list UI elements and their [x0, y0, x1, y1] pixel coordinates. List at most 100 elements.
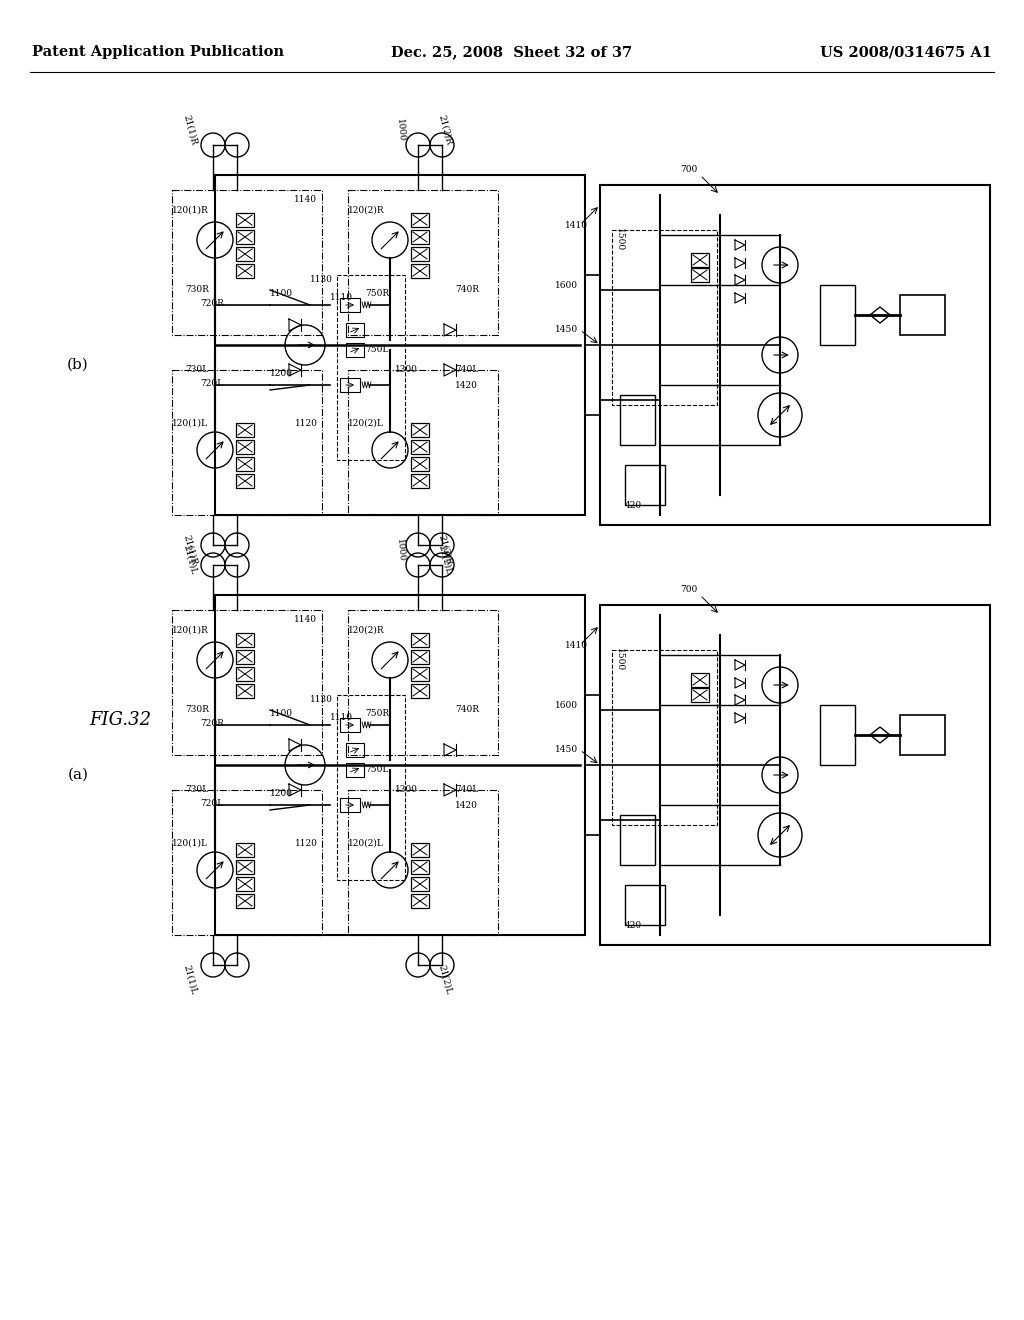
Text: 21(1)R: 21(1)R — [181, 114, 199, 147]
Bar — [411, 457, 429, 471]
Bar — [600, 185, 990, 525]
Bar — [620, 814, 655, 865]
Text: 21(2)R: 21(2)R — [436, 114, 454, 147]
Bar — [340, 718, 360, 733]
Bar — [172, 370, 322, 515]
Bar — [337, 696, 406, 880]
Text: 740L: 740L — [455, 785, 478, 795]
Text: US 2008/0314675 A1: US 2008/0314675 A1 — [820, 45, 992, 59]
Text: 1120: 1120 — [295, 838, 317, 847]
Bar — [600, 605, 990, 945]
Bar — [236, 894, 254, 908]
Text: (b): (b) — [68, 358, 89, 372]
Bar — [215, 176, 585, 515]
Text: 740R: 740R — [455, 285, 479, 294]
Bar — [236, 457, 254, 471]
Bar — [348, 370, 498, 515]
Bar — [236, 440, 254, 454]
Bar — [691, 253, 709, 267]
Text: 750L: 750L — [365, 346, 388, 355]
Text: 120(1)L: 120(1)L — [172, 418, 208, 428]
Bar — [346, 343, 364, 356]
Bar — [348, 610, 498, 755]
Text: 1500: 1500 — [615, 228, 624, 252]
Text: 730R: 730R — [185, 285, 209, 294]
Text: 750R: 750R — [365, 709, 389, 718]
Text: 120(2)L: 120(2)L — [348, 418, 384, 428]
Bar — [411, 684, 429, 698]
Text: 1420: 1420 — [455, 380, 478, 389]
Text: 1140: 1140 — [294, 615, 316, 624]
Text: 720L: 720L — [200, 379, 223, 388]
Text: 1100: 1100 — [270, 289, 293, 297]
Bar — [411, 876, 429, 891]
Bar — [236, 230, 254, 244]
Bar — [172, 610, 322, 755]
Text: 21(1)L: 21(1)L — [181, 964, 199, 995]
Bar — [411, 894, 429, 908]
Bar — [346, 763, 364, 777]
Bar — [337, 275, 406, 459]
Text: 1130: 1130 — [310, 276, 333, 285]
Text: 720L: 720L — [200, 799, 223, 808]
Bar — [612, 649, 717, 825]
Text: 720R: 720R — [200, 298, 224, 308]
Bar — [691, 268, 709, 282]
Text: 120(1)R: 120(1)R — [172, 626, 209, 635]
Bar — [236, 684, 254, 698]
Bar — [411, 247, 429, 261]
Bar — [346, 323, 364, 337]
Text: 120(1)R: 120(1)R — [172, 206, 209, 214]
Bar — [411, 649, 429, 664]
Text: FIG.32: FIG.32 — [89, 711, 152, 729]
Bar — [236, 649, 254, 664]
Text: 1300: 1300 — [395, 785, 418, 795]
Text: Patent Application Publication: Patent Application Publication — [32, 45, 284, 59]
Text: 21(1)L: 21(1)L — [181, 544, 199, 576]
Text: 1110: 1110 — [330, 293, 353, 301]
Bar — [236, 634, 254, 647]
Bar — [820, 285, 855, 345]
Text: 700: 700 — [680, 586, 697, 594]
Bar — [411, 634, 429, 647]
Text: 1450: 1450 — [555, 746, 579, 755]
Text: 1410: 1410 — [565, 640, 588, 649]
Text: 1300: 1300 — [395, 366, 418, 375]
Text: 730L: 730L — [185, 785, 208, 795]
Bar — [172, 789, 322, 935]
Bar — [411, 667, 429, 681]
Bar — [236, 247, 254, 261]
Bar — [411, 230, 429, 244]
Text: 700: 700 — [680, 165, 697, 174]
Bar — [620, 395, 655, 445]
Bar — [236, 213, 254, 227]
Text: 1200: 1200 — [270, 788, 293, 797]
Bar — [820, 705, 855, 766]
Text: 1200: 1200 — [270, 368, 293, 378]
Text: 420: 420 — [625, 500, 642, 510]
Bar — [411, 474, 429, 488]
Text: 120(2)R: 120(2)R — [348, 206, 385, 214]
Bar — [411, 422, 429, 437]
Text: 120(2)R: 120(2)R — [348, 626, 385, 635]
Text: 1140: 1140 — [294, 195, 316, 205]
Bar — [340, 799, 360, 812]
Text: 21(2)L: 21(2)L — [437, 965, 454, 995]
Text: 1450: 1450 — [555, 326, 579, 334]
Text: 1500: 1500 — [615, 648, 624, 672]
Bar — [411, 440, 429, 454]
Text: 420: 420 — [625, 920, 642, 929]
Bar — [411, 861, 429, 874]
Text: 1120: 1120 — [295, 418, 317, 428]
Bar — [172, 190, 322, 335]
Bar — [348, 789, 498, 935]
Text: 750R: 750R — [365, 289, 389, 297]
Text: 730L: 730L — [185, 366, 208, 375]
Bar — [215, 595, 585, 935]
Bar — [411, 264, 429, 279]
Text: 21(2)L: 21(2)L — [437, 544, 454, 576]
Text: 1600: 1600 — [555, 281, 578, 289]
Text: 120(2)L: 120(2)L — [348, 838, 384, 847]
Text: 720R: 720R — [200, 718, 224, 727]
Bar — [236, 861, 254, 874]
